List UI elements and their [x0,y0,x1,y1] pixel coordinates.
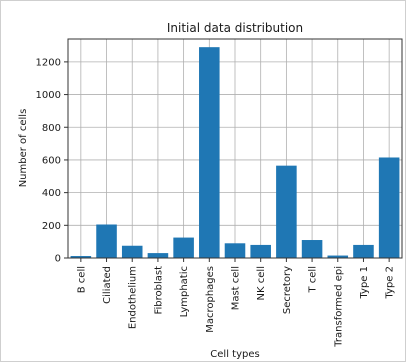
y-tick-label: 200 [42,221,61,232]
bar [173,237,194,258]
bar [96,224,117,258]
y-tick-label: 1000 [36,90,61,101]
bar [353,244,374,258]
y-tick-label: 1200 [36,57,61,68]
bar-series [70,47,400,258]
bar [70,256,92,258]
x-tick-label: Mast cell [231,266,242,310]
y-tick-label: 800 [42,123,61,134]
y-tick-label: 0 [55,254,61,265]
bar [224,243,246,258]
x-tick-label: Type 1 [359,266,370,300]
x-tick-label: B cell [76,266,87,293]
y-tick-label: 600 [42,155,61,166]
x-axis-label: Cell types [210,349,259,360]
bar [378,157,400,258]
y-tick-label: 400 [42,188,61,199]
x-tick-label: Macrophages [205,266,216,333]
chart-title: Initial data distribution [167,21,303,35]
bar [276,165,297,258]
gridlines [68,39,402,259]
x-tick-label: Secretory [282,266,293,314]
bar [121,245,143,258]
x-tick-label: NK cell [256,266,267,300]
y-axis-ticks: 0 200 400 600 800 1000 1200 [36,57,68,265]
x-tick-label: Ciliated [102,266,113,304]
y-axis-label: Number of cells [18,109,29,188]
bar [327,255,349,258]
x-axis-ticks: B cell Ciliated Endothelium Fibroblast Lymph… [76,258,396,348]
x-tick-label: Type 2 [385,266,396,300]
bar [199,47,220,258]
x-tick-label: Transformed epi [333,266,344,348]
x-tick-label: Fibroblast [153,266,164,315]
x-tick-label: Endothelium [128,266,139,329]
bar [301,240,323,258]
bar [147,253,169,258]
x-tick-label: Lymphatic [179,266,190,317]
x-tick-label: T cell [308,266,319,294]
bar [250,244,271,258]
